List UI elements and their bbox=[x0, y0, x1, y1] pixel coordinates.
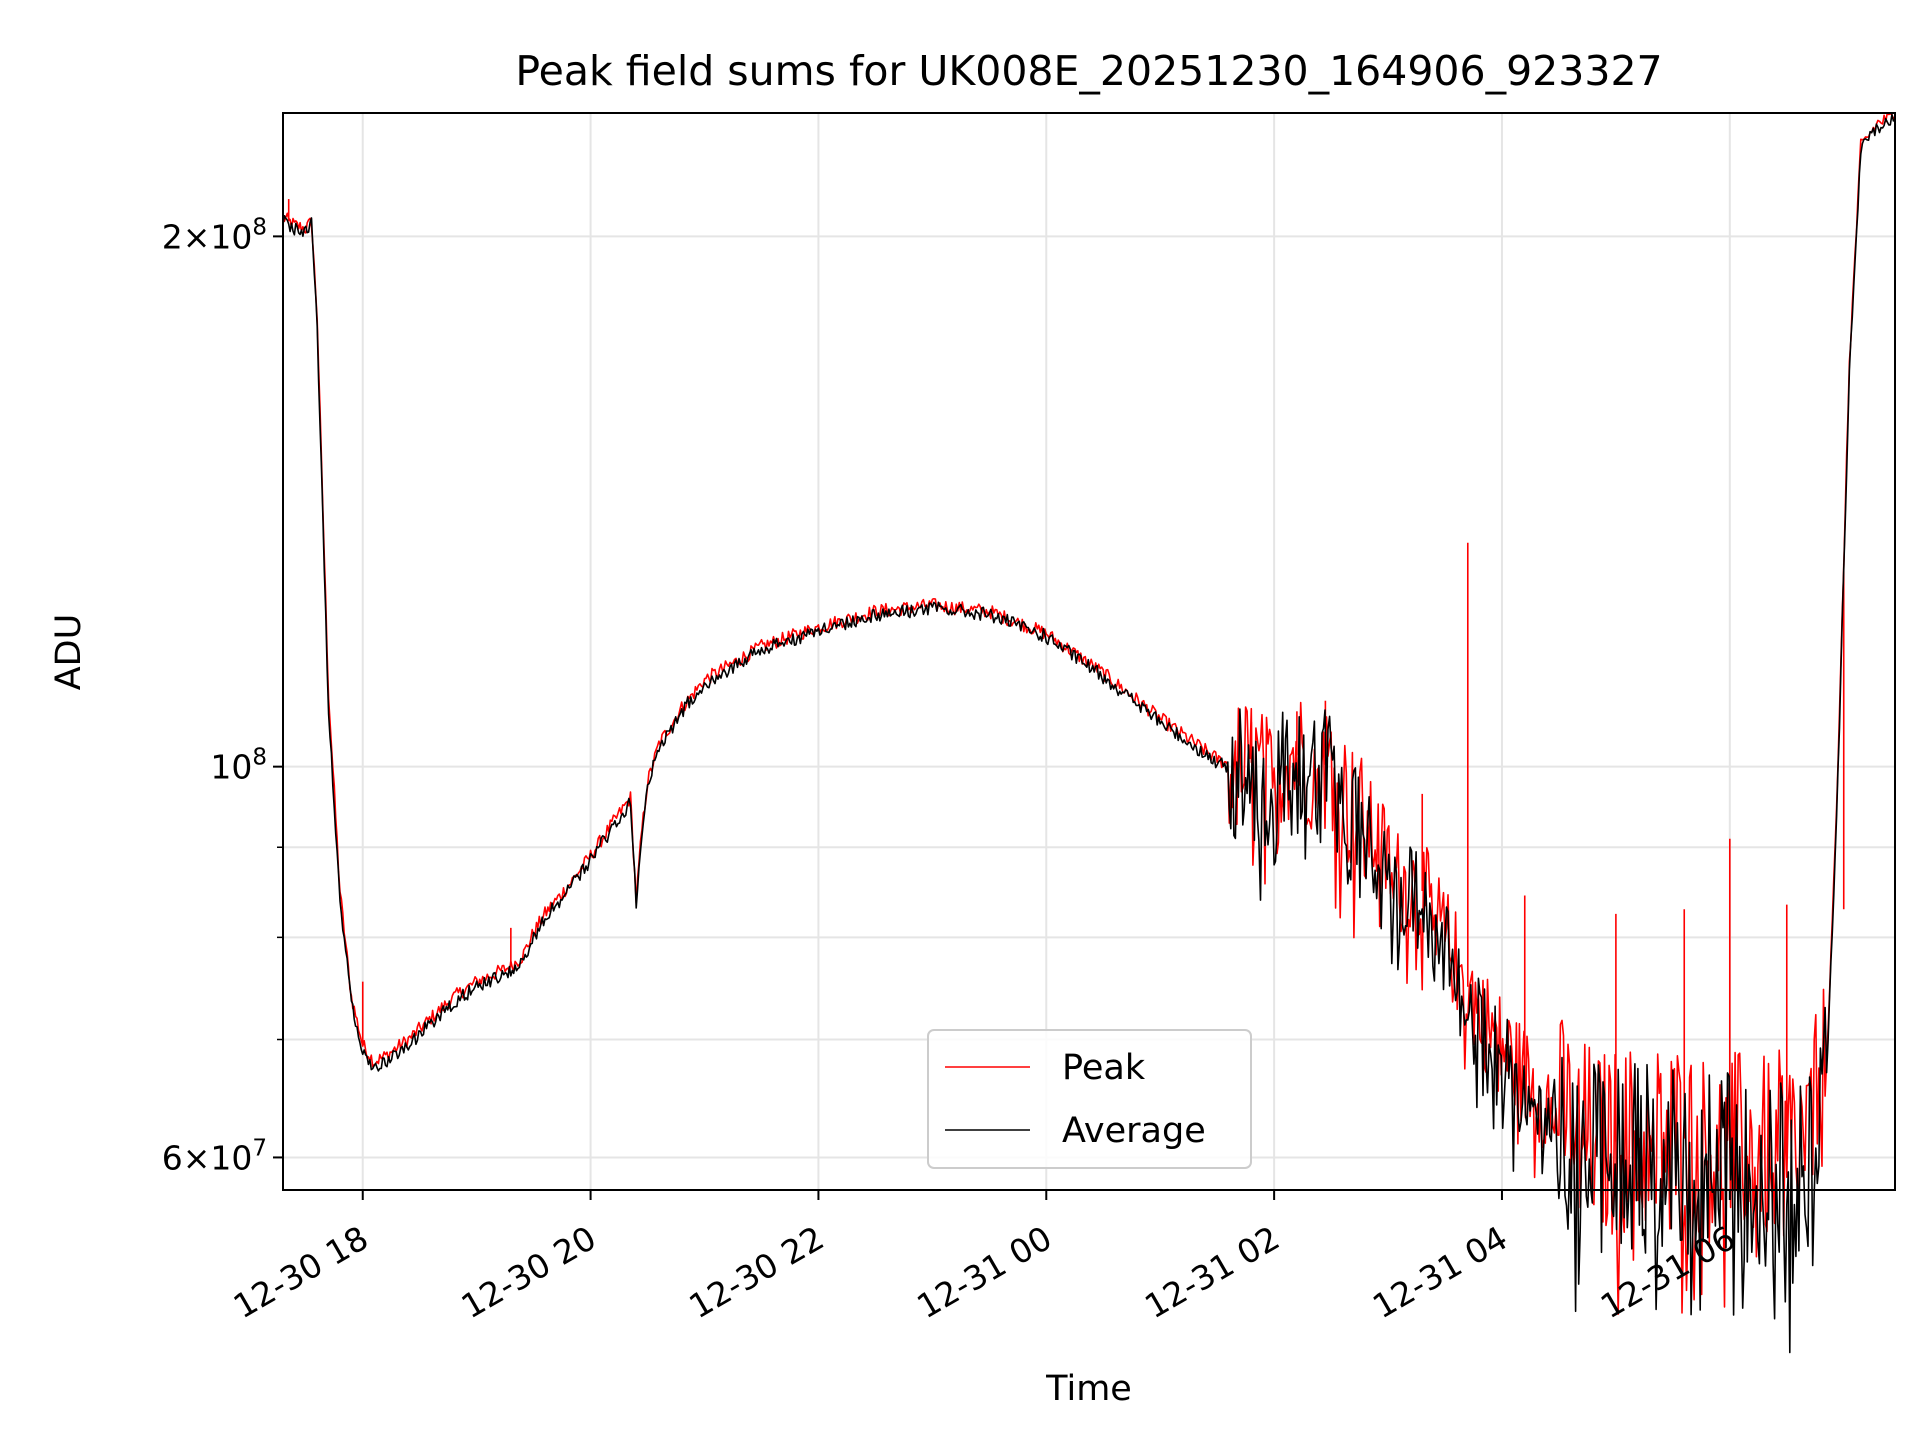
legend: Peak Average bbox=[927, 1029, 1252, 1169]
x-axis-label: Time bbox=[1045, 1369, 1132, 1409]
y-axis-label: ADU bbox=[49, 614, 89, 691]
chart-title: Peak field sums for UK008E_20251230_1649… bbox=[515, 47, 1662, 95]
y-tick-label: 108 bbox=[210, 745, 267, 787]
series-layer bbox=[282, 112, 1896, 1354]
plot-area bbox=[283, 113, 1895, 1190]
y-tick-label: 6×107 bbox=[162, 1135, 267, 1177]
legend-label-average: Average bbox=[1062, 1111, 1206, 1151]
plot-frame bbox=[282, 112, 1896, 1191]
y-tick-label: 2×108 bbox=[162, 214, 267, 256]
legend-box bbox=[927, 1029, 1252, 1169]
series-line-average bbox=[282, 113, 1896, 1354]
legend-label-peak: Peak bbox=[1062, 1048, 1146, 1088]
